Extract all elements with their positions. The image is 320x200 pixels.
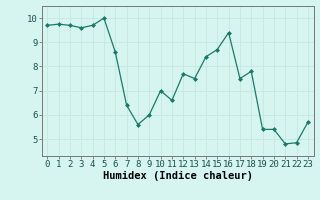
- X-axis label: Humidex (Indice chaleur): Humidex (Indice chaleur): [103, 171, 252, 181]
